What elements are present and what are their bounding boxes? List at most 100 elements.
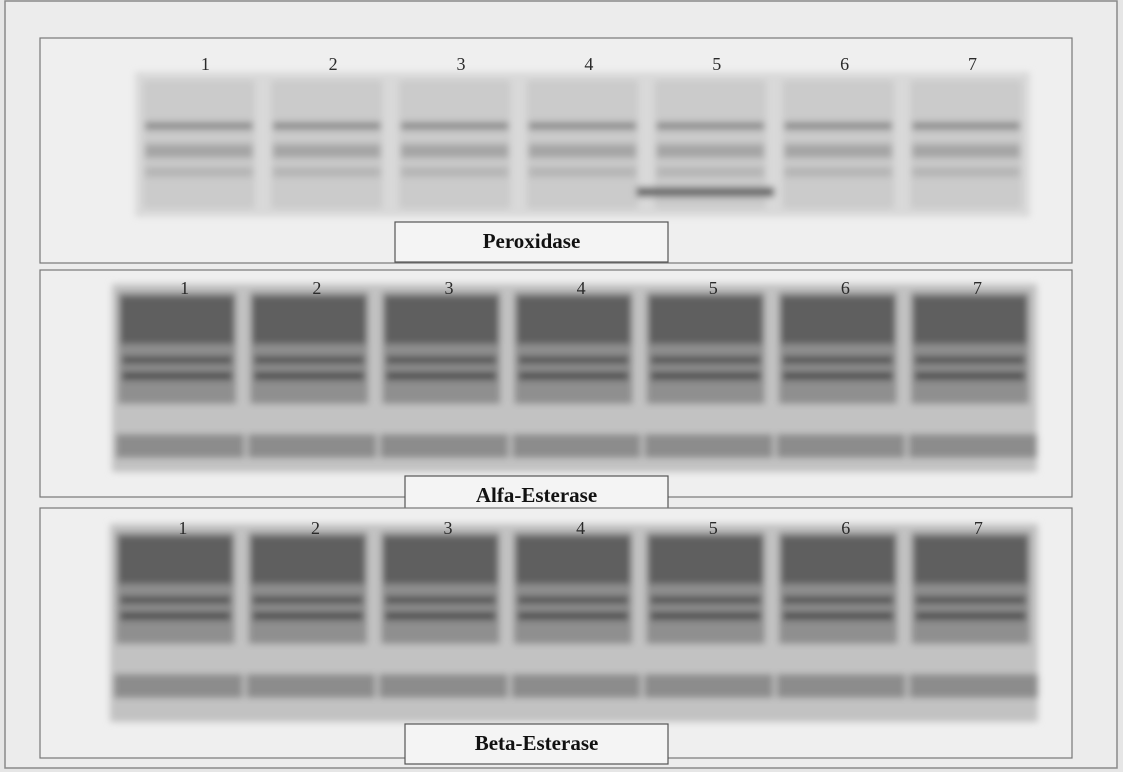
band (120, 612, 231, 620)
lane-number: 4 (584, 54, 593, 74)
gel-image (112, 284, 1037, 472)
lane-number: 5 (709, 278, 718, 298)
smear (248, 434, 376, 458)
band (385, 612, 496, 620)
band (781, 296, 895, 344)
band (783, 612, 894, 620)
band (518, 372, 628, 380)
band (273, 167, 381, 177)
gel-panel: 1 2 3 4 5 6 7 Beta-Esterase (40, 508, 1072, 764)
gel-image (110, 524, 1038, 722)
band (252, 296, 366, 344)
band (518, 612, 629, 620)
band (386, 372, 496, 380)
lane-number: 3 (444, 278, 453, 298)
band (273, 144, 381, 158)
panel-label: Alfa-Esterase (476, 483, 597, 507)
band (912, 122, 1020, 130)
band (649, 296, 763, 344)
lane-number: 2 (311, 518, 320, 538)
band (783, 596, 894, 604)
gel-image (135, 72, 1030, 217)
band (781, 536, 896, 584)
band (529, 122, 637, 130)
band (118, 536, 233, 584)
band (915, 612, 1026, 620)
band (651, 356, 761, 364)
lane-number: 3 (457, 54, 466, 74)
band (518, 596, 629, 604)
smear (909, 674, 1038, 698)
band (529, 167, 637, 177)
lane-number: 7 (973, 278, 982, 298)
lane-number: 7 (974, 518, 983, 538)
band (656, 167, 764, 177)
gel-panel: 1 2 3 4 5 6 7 Alfa-Esterase (40, 270, 1072, 516)
band (145, 167, 253, 177)
band (913, 536, 1028, 584)
band (648, 536, 763, 584)
lane-number: 2 (312, 278, 321, 298)
smear (645, 434, 773, 458)
lane-number: 2 (329, 54, 338, 74)
band (516, 296, 630, 344)
band (384, 296, 498, 344)
panel-label: Beta-Esterase (475, 731, 599, 755)
band (254, 356, 364, 364)
band (253, 596, 364, 604)
band (783, 372, 893, 380)
smear (777, 674, 906, 698)
band (529, 144, 637, 158)
band (120, 296, 234, 344)
band (650, 612, 761, 620)
band (784, 167, 892, 177)
band (145, 122, 253, 130)
band (273, 122, 381, 130)
band (251, 536, 366, 584)
lane-number: 6 (840, 54, 849, 74)
lane-number: 4 (576, 518, 585, 538)
smear (247, 674, 376, 698)
smear (512, 434, 640, 458)
page: {"panels": [ {"label": "Peroxidase", "la… (0, 0, 1123, 772)
panel-label: Peroxidase (483, 229, 581, 253)
band (656, 122, 764, 130)
lane-number: 6 (841, 278, 850, 298)
band (784, 122, 892, 130)
smear (116, 434, 244, 458)
lane-number: 6 (841, 518, 850, 538)
band (913, 296, 1027, 344)
band (401, 122, 509, 130)
lane-number: 1 (201, 54, 210, 74)
lane-number: 5 (709, 518, 718, 538)
band (145, 144, 253, 158)
band (386, 356, 496, 364)
band (253, 612, 364, 620)
band (401, 167, 509, 177)
lane-number: 1 (178, 518, 187, 538)
band (636, 187, 774, 197)
lane-number: 1 (180, 278, 189, 298)
lane-number: 4 (577, 278, 586, 298)
lane-number: 7 (968, 54, 977, 74)
smear (380, 434, 508, 458)
band (912, 144, 1020, 158)
band (784, 144, 892, 158)
smear (379, 674, 508, 698)
band (516, 536, 631, 584)
lane-number: 3 (444, 518, 453, 538)
band (122, 356, 232, 364)
band (518, 356, 628, 364)
band (120, 596, 231, 604)
smear (777, 434, 905, 458)
gel-panel: 1234567Peroxidase (40, 38, 1072, 263)
band (915, 356, 1025, 364)
figure: 1 2 3 4 5 6 7 Peroxidase 1 2 3 4 5 6 7 Alfa-Esterase 1 2 3… (0, 0, 1123, 772)
smear (114, 674, 243, 698)
band (254, 372, 364, 380)
band (912, 167, 1020, 177)
band (401, 144, 509, 158)
band (915, 372, 1025, 380)
band (651, 372, 761, 380)
band (650, 596, 761, 604)
